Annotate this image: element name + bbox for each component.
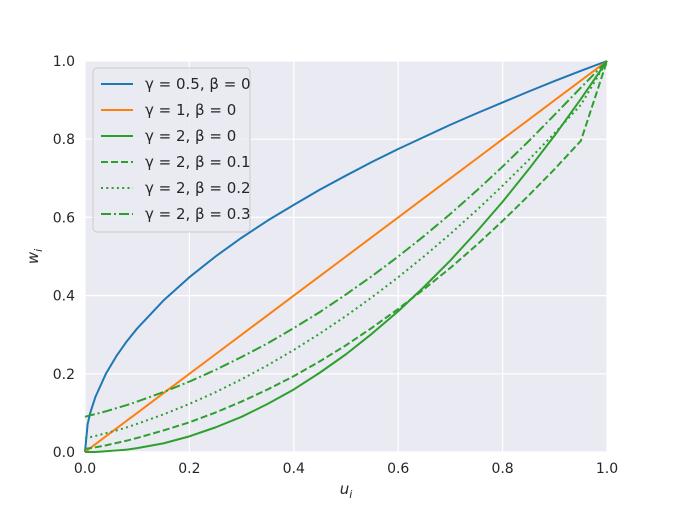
- y-tick-label: 0.8: [53, 132, 75, 148]
- series-line-4: [84, 60, 608, 450]
- tick-labels: 0.0 0.2 0.4 0.6 0.8 1.0 0.0 0.2 0.4 0.6 0.8 1.0: [53, 54, 618, 477]
- x-axis-label: ui: [340, 480, 353, 501]
- series-line-3: [85, 60, 608, 453]
- y-tick-label: 0.6: [53, 210, 75, 226]
- x-tick-label: 0.2: [178, 461, 200, 477]
- legend-label: γ = 0.5, β = 0: [145, 75, 251, 93]
- legend-label: γ = 2, β = 0.1: [145, 153, 251, 171]
- legend-label: γ = 1, β = 0: [145, 101, 236, 119]
- series-line-2: [84, 60, 608, 453]
- legend-label: γ = 2, β = 0.3: [145, 205, 251, 223]
- y-tick-label: 1.0: [53, 54, 75, 70]
- x-tick-label: 1.0: [596, 461, 618, 477]
- series-line-6: [84, 60, 608, 418]
- grid: [84, 60, 608, 453]
- y-tick-label: 0.4: [53, 289, 75, 305]
- y-tick-label: 0.2: [53, 367, 75, 383]
- x-tick-label: 0.0: [74, 461, 96, 477]
- x-tick-label: 0.8: [491, 461, 513, 477]
- series-lines: [84, 60, 608, 453]
- legend: γ = 0.5, β = 0 γ = 1, β = 0 γ = 2, β = 0 γ …: [92, 67, 251, 233]
- legend-label: γ = 2, β = 0: [145, 127, 236, 145]
- x-tick-label: 0.6: [387, 461, 409, 477]
- series-line-1: [84, 60, 608, 453]
- legend-label: γ = 2, β = 0.2: [145, 179, 251, 197]
- x-tick-label: 0.4: [283, 461, 305, 477]
- y-tick-label: 0.0: [53, 445, 75, 461]
- y-axis-label: wi: [24, 249, 45, 264]
- series-line-5: [84, 60, 608, 440]
